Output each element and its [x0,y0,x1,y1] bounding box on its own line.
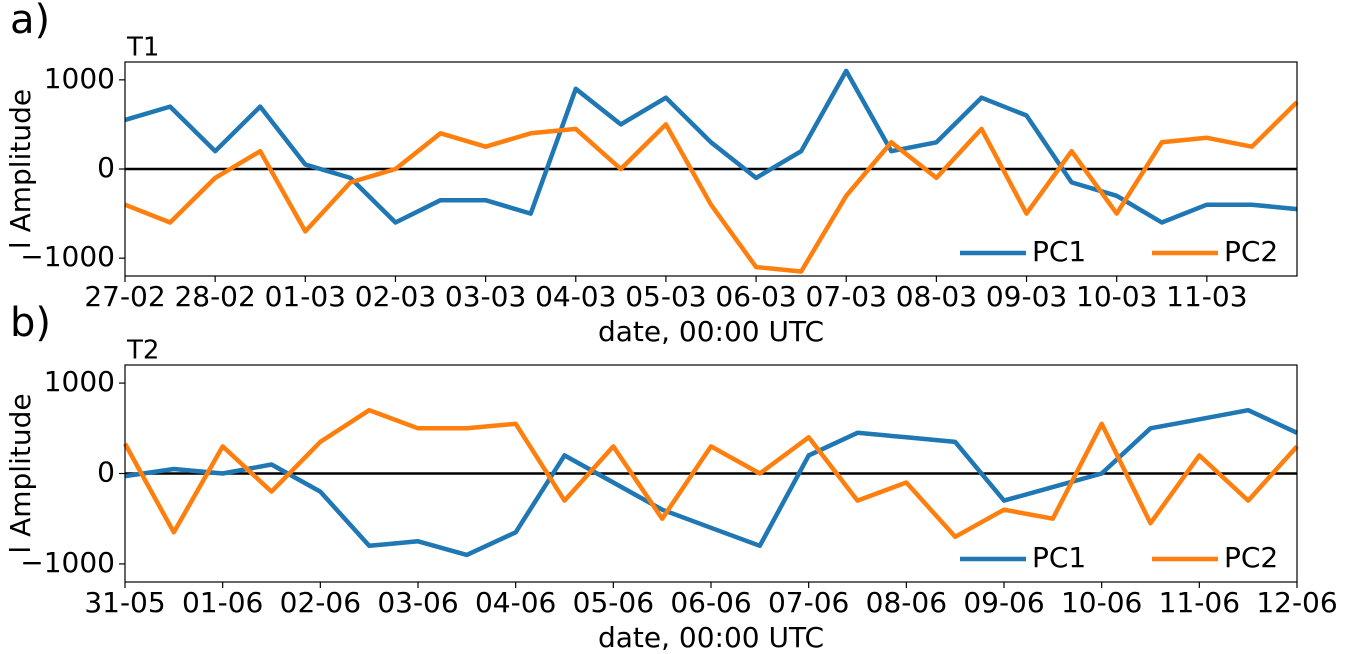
legend-label: PC1 [1032,235,1086,268]
x-tick-label: 10-03 [1076,280,1157,313]
y-tick-label: −1000 [20,240,115,273]
x-tick-label: 01-06 [182,586,263,619]
x-tick-label: 27-02 [84,280,165,313]
series-line [124,68,1298,225]
x-tick-label: 05-03 [625,280,706,313]
series-line [123,407,1299,540]
x-axis-label: date, 00:00 UTC [598,315,824,348]
x-tick-label: 06-06 [670,586,751,619]
x-tick-label: 03-03 [445,280,526,313]
y-tick-label: 1000 [44,62,115,95]
x-tick-label: 09-06 [963,586,1044,619]
x-tick-label: 10-06 [1061,586,1142,619]
y-tick-label: 0 [97,456,115,489]
x-tick-label: 05-06 [573,586,654,619]
x-tick-label: 06-03 [715,280,796,313]
x-tick-label: 01-03 [265,280,346,313]
legend-label: PC1 [1032,541,1086,574]
x-tick-label: 02-03 [355,280,436,313]
x-tick-label: 31-05 [84,586,165,619]
x-tick-label: 03-06 [377,586,458,619]
chart-title: T1 [126,33,159,63]
plot-frame [124,364,1298,583]
y-tick-label: −1000 [20,546,115,579]
x-tick-label: 12-06 [1256,586,1337,619]
x-tick-label: 28-02 [174,280,255,313]
x-tick-label: 08-06 [866,586,947,619]
x-tick-label: 11-06 [1159,586,1240,619]
x-tick-label: 04-06 [475,586,556,619]
x-axis-label: date, 00:00 UTC [598,621,824,654]
y-tick-label: 1000 [44,365,115,398]
y-axis-label: l Amplitude [4,89,37,249]
legend-label: PC2 [1224,235,1278,268]
legend-label: PC2 [1224,541,1278,574]
y-tick-label: 0 [97,151,115,184]
series-line [124,100,1299,274]
series-line [124,407,1298,558]
x-tick-label: 04-03 [535,280,616,313]
x-tick-label: 08-03 [896,280,977,313]
panel-label: b) [10,300,51,346]
plot-frame [124,61,1298,277]
chart-title: T2 [126,336,159,366]
y-axis-label: l Amplitude [4,393,37,553]
x-tick-label: 11-03 [1166,280,1247,313]
panel-label: a) [10,0,50,43]
x-tick-label: 07-06 [768,586,849,619]
x-tick-label: 07-03 [806,280,887,313]
x-tick-label: 09-03 [986,280,1067,313]
x-tick-label: 02-06 [280,586,361,619]
